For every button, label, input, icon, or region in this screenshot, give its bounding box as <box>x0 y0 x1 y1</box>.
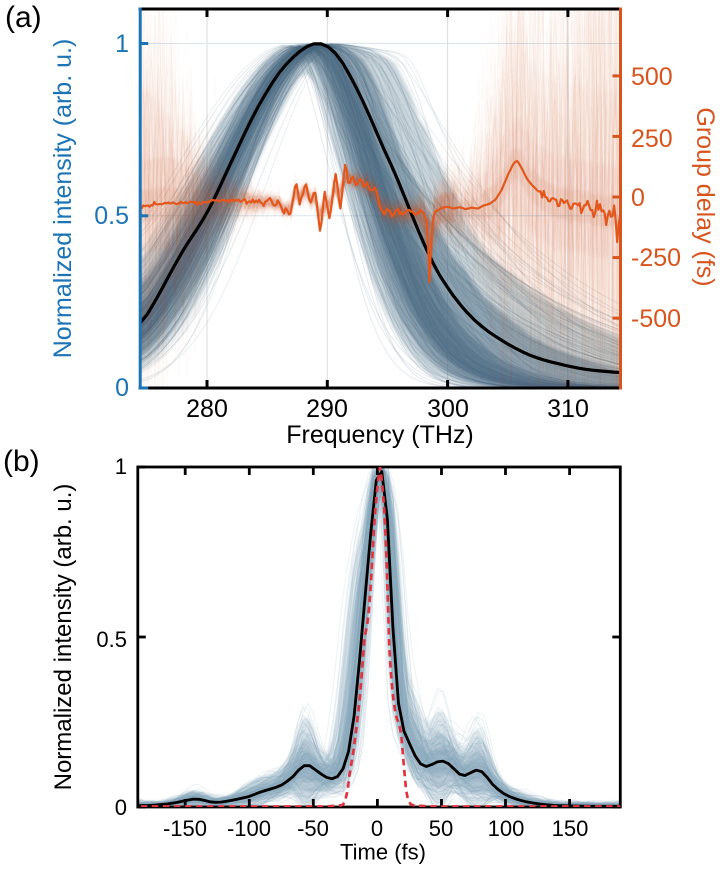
svg-text:310: 310 <box>547 395 589 423</box>
svg-text:0: 0 <box>115 795 127 820</box>
svg-text:0: 0 <box>631 184 645 212</box>
svg-text:280: 280 <box>186 395 228 423</box>
svg-text:0.5: 0.5 <box>94 202 129 230</box>
svg-text:-250: -250 <box>631 244 681 272</box>
svg-text:0.5: 0.5 <box>96 627 127 652</box>
svg-text:Frequency (THz): Frequency (THz) <box>286 421 474 449</box>
svg-text:100: 100 <box>488 816 525 841</box>
svg-text:150: 150 <box>552 816 589 841</box>
svg-text:-100: -100 <box>227 816 271 841</box>
svg-text:-150: -150 <box>163 816 207 841</box>
svg-text:0: 0 <box>371 816 383 841</box>
svg-text:250: 250 <box>631 125 673 153</box>
svg-text:50: 50 <box>429 816 453 841</box>
svg-text:(b): (b) <box>3 445 40 478</box>
svg-text:290: 290 <box>306 395 348 423</box>
svg-text:1: 1 <box>115 454 127 479</box>
svg-text:0: 0 <box>115 374 129 402</box>
svg-text:-50: -50 <box>297 816 329 841</box>
svg-text:Time (fs): Time (fs) <box>340 840 426 865</box>
svg-text:500: 500 <box>631 63 673 91</box>
svg-text:Group delay (fs): Group delay (fs) <box>691 107 719 286</box>
svg-text:Normalized intensity (arb. u.): Normalized intensity (arb. u.) <box>49 39 77 359</box>
svg-text:Normalized intensity (arb. u.): Normalized intensity (arb. u.) <box>50 484 77 791</box>
svg-text:300: 300 <box>427 395 469 423</box>
svg-text:-500: -500 <box>631 305 681 333</box>
svg-text:(a): (a) <box>5 1 42 34</box>
svg-text:1: 1 <box>115 30 129 58</box>
